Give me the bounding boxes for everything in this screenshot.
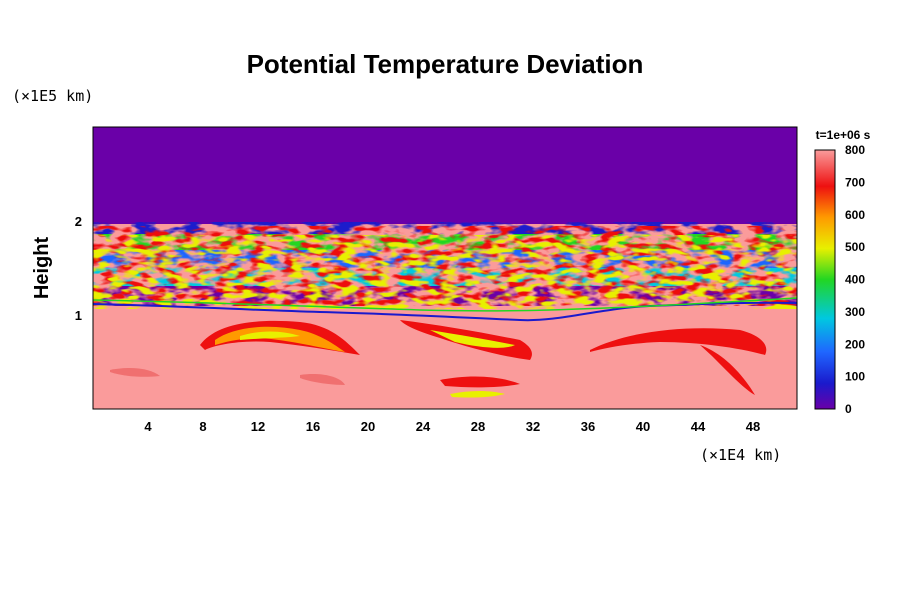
x-tick-label: 32 — [526, 419, 540, 434]
colorbar-tick-label: 300 — [845, 305, 865, 319]
y-tick-label: 2 — [75, 214, 82, 229]
lower-plumes — [110, 320, 767, 398]
colorbar-tick-label: 600 — [845, 208, 865, 222]
upper-layer — [93, 127, 797, 224]
x-tick-label: 40 — [636, 419, 650, 434]
colorbar-tick-label: 200 — [845, 337, 865, 351]
colorbar-tick-label: 800 — [845, 143, 865, 157]
x-tick-label: 36 — [581, 419, 595, 434]
time-label: t=1e+06 s — [816, 128, 871, 142]
x-tick-label: 44 — [691, 419, 706, 434]
heatmap-area — [93, 127, 797, 409]
x-unit-label: (×1E4 km) — [700, 446, 781, 464]
y-tick-label: 1 — [75, 308, 82, 323]
x-tick-label: 4 — [144, 419, 152, 434]
chart-title: Potential Temperature Deviation — [247, 49, 644, 79]
y-axis-label: Height — [31, 237, 53, 300]
x-tick-label: 24 — [416, 419, 431, 434]
colorbar-tick-label: 700 — [845, 175, 865, 189]
colorbar-tick-label: 500 — [845, 240, 865, 254]
x-tick-label: 20 — [361, 419, 375, 434]
plot-frame — [92, 126, 798, 410]
colorbar-ticks: 800 700 600 500 400 300 200 100 0 — [845, 143, 865, 416]
x-tick-label: 12 — [251, 419, 265, 434]
x-tick-label: 28 — [471, 419, 485, 434]
colorbar-tick-label: 400 — [845, 273, 865, 287]
colorbar-tick-label: 0 — [845, 402, 852, 416]
x-tick-label: 16 — [306, 419, 320, 434]
mixed-layer-yellow — [93, 235, 797, 309]
colorbar-tick-label: 100 — [845, 370, 865, 384]
x-ticks: 4 8 12 16 20 24 28 32 36 40 44 48 — [144, 419, 760, 434]
x-tick-label: 48 — [746, 419, 760, 434]
colorbar — [814, 149, 836, 410]
y-ticks: 12 — [75, 214, 82, 323]
y-unit-label: (×1E5 km) — [12, 87, 93, 105]
x-tick-label: 8 — [199, 419, 206, 434]
